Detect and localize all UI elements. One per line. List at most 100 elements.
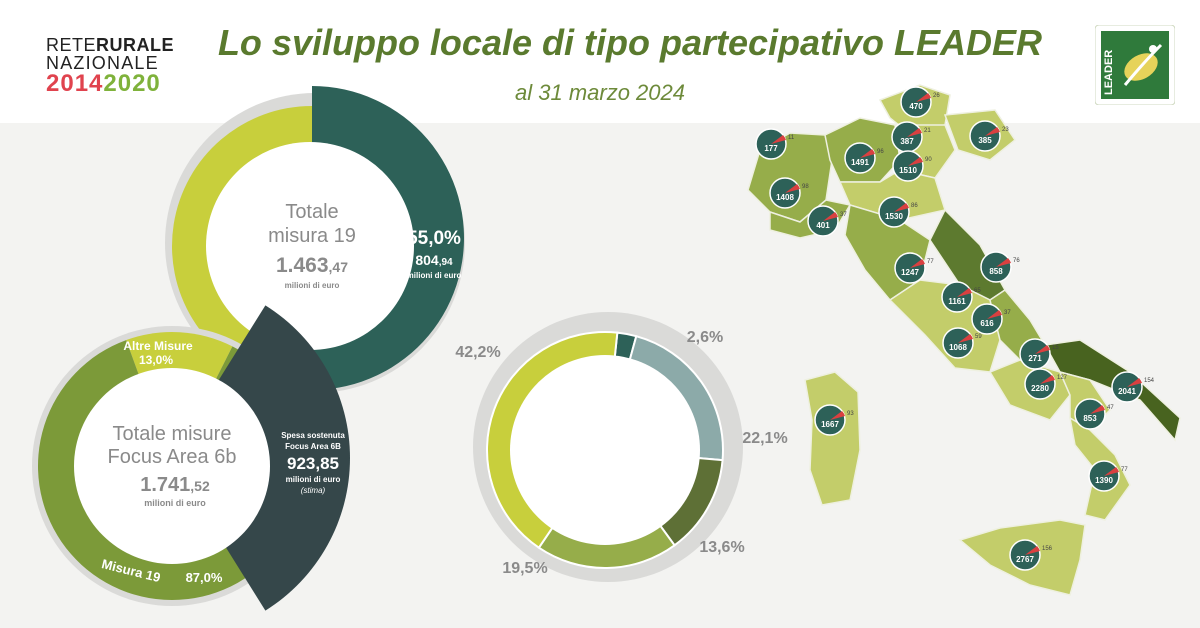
donut1-percent-label: 55,0% <box>407 228 461 249</box>
map-marker-wedge-4 <box>860 149 875 158</box>
map-marker-value-13: 1068 <box>949 343 967 352</box>
donut2-total: 1.741,52 <box>140 474 210 496</box>
map-marker-value-0: 470 <box>909 102 923 111</box>
map-marker-value-15: 2041 <box>1118 387 1136 396</box>
map-marker-wedge-7 <box>823 212 838 221</box>
map-marker-small-0: 26 <box>933 93 940 99</box>
map-marker-wedge-12 <box>987 310 1002 319</box>
map-marker-value-9: 858 <box>989 267 1003 276</box>
donut1-spesa-unit: milioni di euro <box>407 271 462 280</box>
highlight-line1: Spesa sostenuta <box>281 431 345 440</box>
map-marker-small-15: 154 <box>1144 378 1155 384</box>
map-marker-value-16: 2280 <box>1031 384 1049 393</box>
map-marker-wedge-18 <box>830 411 845 420</box>
donut3-label-1: 22,1% <box>742 430 787 447</box>
map-marker-small-7: 37 <box>840 212 847 218</box>
map-marker-value-20: 2767 <box>1016 555 1034 564</box>
map-marker-wedge-5 <box>908 157 923 166</box>
map-marker-small-10: 77 <box>927 259 934 265</box>
map-marker-wedge-3 <box>771 135 786 144</box>
highlight-unit: milioni di euro <box>286 475 341 484</box>
leader-logo-text: LEADER <box>1103 50 1115 95</box>
page-subtitle: al 31 marzo 2024 <box>515 80 685 105</box>
donut-focus-area-6b: Totale misure Focus Area 6b 1.741,52 mil… <box>32 305 350 611</box>
map-marker-small-4: 96 <box>877 149 884 155</box>
map-marker-small-9: 76 <box>1013 258 1020 264</box>
donut1-total: 1.463,47 <box>276 254 348 277</box>
italy-map: 470 26 387 21 385 23 177 11 1491 96 1510 90 1408 98 40… <box>747 84 1181 596</box>
map-marker-small-2: 23 <box>1002 127 1009 133</box>
map-marker-small-6: 98 <box>802 184 809 190</box>
map-marker-value-5: 1510 <box>899 166 917 175</box>
donut-breakdown: 2,6% 22,1% 13,6% 19,5% 42,2% <box>455 312 788 582</box>
logo-years: 20142020 <box>46 70 161 97</box>
map-marker-wedge-9 <box>996 258 1011 267</box>
highlight-value: 923,85 <box>287 454 339 473</box>
map-marker-small-12: 37 <box>1004 310 1011 316</box>
map-marker-wedge-8 <box>894 203 909 212</box>
map-marker-value-17: 853 <box>1083 414 1097 423</box>
map-marker-value-11: 1161 <box>948 297 966 306</box>
donut1-title-line2: misura 19 <box>268 225 356 247</box>
map-marker-wedge-15 <box>1127 378 1142 387</box>
map-marker-small-11: 65 <box>974 288 981 294</box>
map-marker-small-17: 47 <box>1107 405 1114 411</box>
donut2-title-line2: Focus Area 6b <box>108 446 237 468</box>
map-marker-small-16: 127 <box>1057 375 1068 381</box>
map-marker-wedge-14 <box>1035 345 1050 354</box>
label-misura-19-percent: 87,0% <box>186 570 223 585</box>
map-marker-wedge-11 <box>957 288 972 297</box>
map-marker-wedge-16 <box>1040 375 1055 384</box>
map-marker-small-18: 93 <box>847 411 854 417</box>
page-title: Lo sviluppo locale di tipo partecipativo… <box>217 22 1043 63</box>
map-marker-small-1: 21 <box>924 128 931 134</box>
map-marker-value-7: 401 <box>816 221 830 230</box>
donut1-spesa-value: 804,94 <box>415 252 453 268</box>
map-marker-small-19: 77 <box>1121 467 1128 473</box>
map-marker-small-3: 11 <box>788 135 795 141</box>
map-marker-value-8: 1530 <box>885 212 903 221</box>
label-altre-misure: Altre Misure <box>123 339 193 353</box>
label-altre-misure-percent: 13,0% <box>139 353 173 367</box>
map-marker-value-3: 177 <box>764 144 778 153</box>
map-marker-wedge-17 <box>1090 405 1105 414</box>
map-marker-wedge-20 <box>1025 546 1040 555</box>
map-marker-value-1: 387 <box>900 137 914 146</box>
highlight-note: (stima) <box>301 486 326 495</box>
logo-line-2: NAZIONALE <box>46 53 159 73</box>
map-marker-small-13: 59 <box>975 334 982 340</box>
map-marker-small-20: 156 <box>1042 546 1053 552</box>
map-marker-value-4: 1491 <box>851 158 869 167</box>
donut3-label-2: 13,6% <box>699 539 744 556</box>
donut3-label-4: 42,2% <box>455 344 500 361</box>
map-marker-value-10: 1247 <box>901 268 919 277</box>
map-marker-value-2: 385 <box>978 136 992 145</box>
donut3-label-3: 19,5% <box>502 560 547 577</box>
map-marker-wedge-19 <box>1104 467 1119 476</box>
map-marker-wedge-6 <box>785 184 800 193</box>
donut-misura-19: Totale misura 19 1.463,47 milioni di eur… <box>165 86 465 393</box>
map-marker-wedge-0 <box>916 93 931 102</box>
map-marker-wedge-2 <box>985 127 1000 136</box>
map-marker-small-8: 86 <box>911 203 918 209</box>
header-band <box>0 0 1200 123</box>
rete-rurale-logo: RETERURALE NAZIONALE 20142020 <box>46 36 196 96</box>
map-marker-wedge-10 <box>910 259 925 268</box>
region-sardegna <box>804 371 861 506</box>
donut3-label-0: 2,6% <box>687 329 723 346</box>
highlight-line2: Focus Area 6B <box>285 442 341 451</box>
map-marker-small-5: 90 <box>925 157 932 163</box>
map-marker-value-14: 271 <box>1028 354 1042 363</box>
map-marker-wedge-1 <box>907 128 922 137</box>
map-marker-value-19: 1390 <box>1095 476 1113 485</box>
leader-logo: LEADER <box>1095 25 1175 105</box>
logo-line-1: RETERURALE <box>46 35 175 55</box>
map-marker-value-18: 1667 <box>821 420 839 429</box>
donut1-title-line1: Totale <box>285 201 338 223</box>
donut2-title-line1: Totale misure <box>113 423 232 445</box>
map-marker-wedge-13 <box>958 334 973 343</box>
donut2-unit: milioni di euro <box>144 498 206 508</box>
map-marker-small-14: 15 <box>1052 345 1059 351</box>
